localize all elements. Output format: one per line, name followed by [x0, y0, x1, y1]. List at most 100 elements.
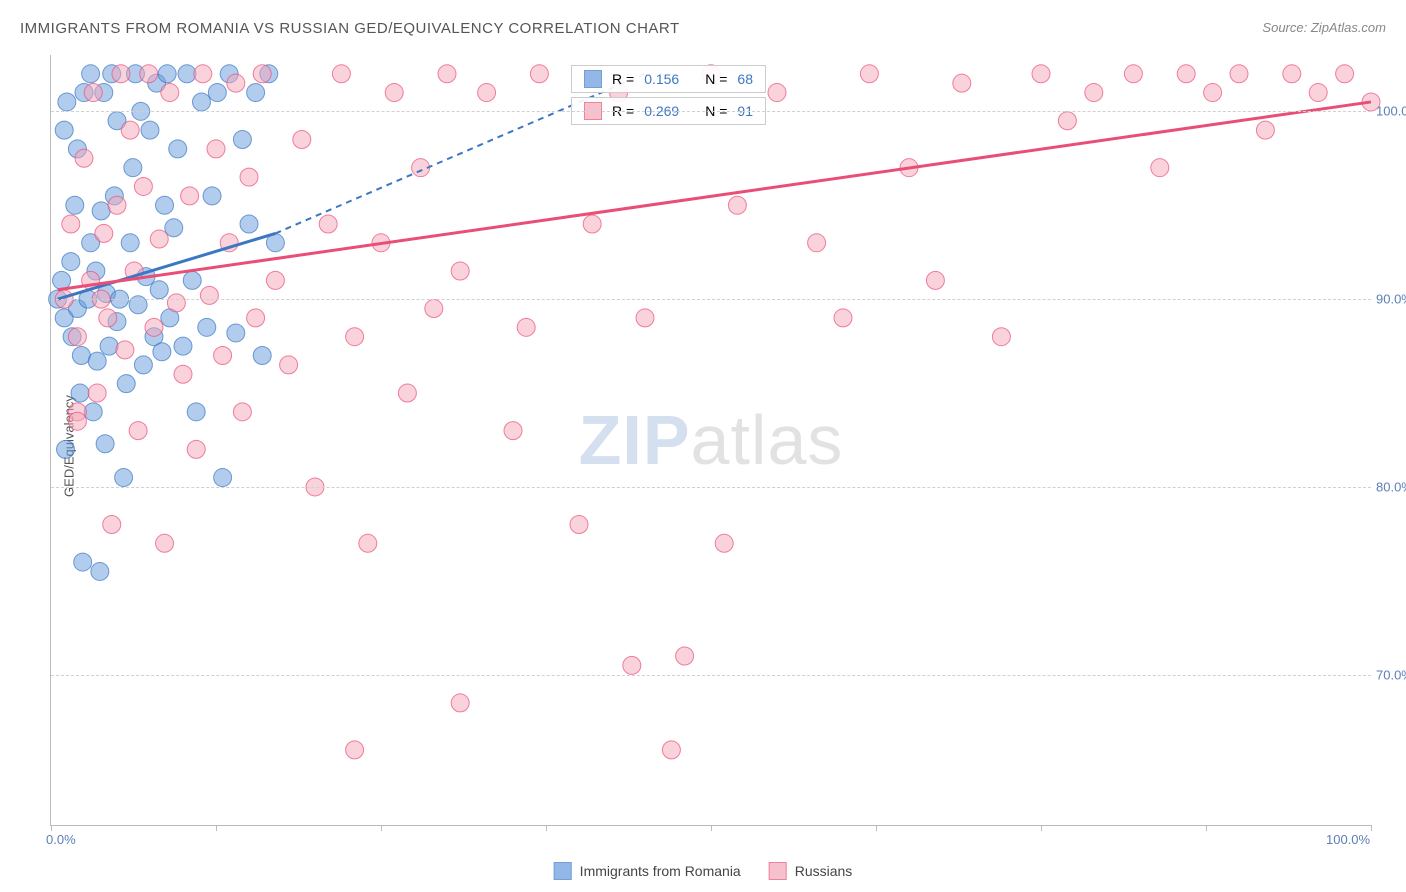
data-point	[129, 422, 147, 440]
data-point	[88, 384, 106, 402]
ytick-label: 80.0%	[1376, 479, 1406, 494]
data-point	[75, 149, 93, 167]
data-point	[1230, 65, 1248, 83]
data-point	[74, 553, 92, 571]
data-point	[583, 215, 601, 233]
data-point	[153, 343, 171, 361]
data-point	[156, 534, 174, 552]
xtick-label: 100.0%	[1326, 832, 1370, 847]
data-point	[88, 352, 106, 370]
data-point	[84, 403, 102, 421]
data-point	[112, 65, 130, 83]
plot-area: ZIPatlas R = 0.156 N = 68 R = 0.269 N = …	[50, 55, 1371, 826]
data-point	[240, 168, 258, 186]
data-point	[926, 271, 944, 289]
xtick-mark	[51, 825, 52, 831]
data-point	[1085, 84, 1103, 102]
data-point	[95, 224, 113, 242]
data-point	[385, 84, 403, 102]
data-point	[192, 93, 210, 111]
data-point	[636, 309, 654, 327]
data-point	[71, 384, 89, 402]
data-point	[233, 131, 251, 149]
data-point	[623, 656, 641, 674]
data-point	[359, 534, 377, 552]
data-point	[55, 121, 73, 139]
chart-title: IMMIGRANTS FROM ROMANIA VS RUSSIAN GED/E…	[20, 20, 680, 37]
data-point	[121, 121, 139, 139]
data-point	[247, 84, 265, 102]
data-point	[187, 403, 205, 421]
data-point	[207, 140, 225, 158]
data-point	[174, 365, 192, 383]
data-point	[100, 337, 118, 355]
data-point	[124, 159, 142, 177]
data-point	[72, 346, 90, 364]
data-point	[1124, 65, 1142, 83]
data-point	[165, 219, 183, 237]
data-point	[62, 253, 80, 271]
xtick-mark	[1206, 825, 1207, 831]
xtick-label: 0.0%	[46, 832, 76, 847]
data-point	[58, 93, 76, 111]
n-value-1: 68	[737, 71, 753, 87]
gridline	[51, 675, 1371, 676]
xtick-mark	[876, 825, 877, 831]
data-point	[140, 65, 158, 83]
r-label-1: R =	[612, 71, 634, 87]
data-point	[280, 356, 298, 374]
data-point	[84, 84, 102, 102]
data-point	[150, 230, 168, 248]
data-point	[214, 346, 232, 364]
data-point	[181, 187, 199, 205]
data-point	[121, 234, 139, 252]
data-point	[194, 65, 212, 83]
n-label-1: N =	[705, 71, 727, 87]
chart-container: IMMIGRANTS FROM ROMANIA VS RUSSIAN GED/E…	[0, 0, 1406, 892]
data-point	[676, 647, 694, 665]
legend-item-1: Immigrants from Romania	[554, 862, 741, 880]
legend-label-2: Russians	[795, 863, 853, 879]
gridline	[51, 487, 1371, 488]
data-point	[115, 469, 133, 487]
data-point	[82, 65, 100, 83]
data-point	[227, 324, 245, 342]
data-point	[96, 435, 114, 453]
data-point	[478, 84, 496, 102]
data-point	[169, 140, 187, 158]
data-point	[346, 741, 364, 759]
data-point	[198, 318, 216, 336]
xtick-mark	[381, 825, 382, 831]
data-point	[425, 300, 443, 318]
data-point	[1032, 65, 1050, 83]
data-point	[66, 196, 84, 214]
data-point	[451, 694, 469, 712]
xtick-mark	[1041, 825, 1042, 831]
data-point	[662, 741, 680, 759]
data-point	[68, 328, 86, 346]
data-point	[141, 121, 159, 139]
data-point	[103, 516, 121, 534]
data-point	[438, 65, 456, 83]
xtick-mark	[216, 825, 217, 831]
data-point	[116, 341, 134, 359]
xtick-mark	[711, 825, 712, 831]
data-point	[150, 281, 168, 299]
gridline	[51, 111, 1371, 112]
data-point	[161, 84, 179, 102]
source-attribution: Source: ZipAtlas.com	[1262, 20, 1386, 35]
data-point	[346, 328, 364, 346]
data-point	[992, 328, 1010, 346]
data-point	[167, 294, 185, 312]
data-point	[240, 215, 258, 233]
data-point	[203, 187, 221, 205]
data-point	[200, 286, 218, 304]
data-point	[1336, 65, 1354, 83]
data-point	[808, 234, 826, 252]
data-point	[1151, 159, 1169, 177]
data-point	[768, 84, 786, 102]
data-point	[293, 131, 311, 149]
data-point	[728, 196, 746, 214]
data-point	[178, 65, 196, 83]
data-point	[253, 65, 271, 83]
